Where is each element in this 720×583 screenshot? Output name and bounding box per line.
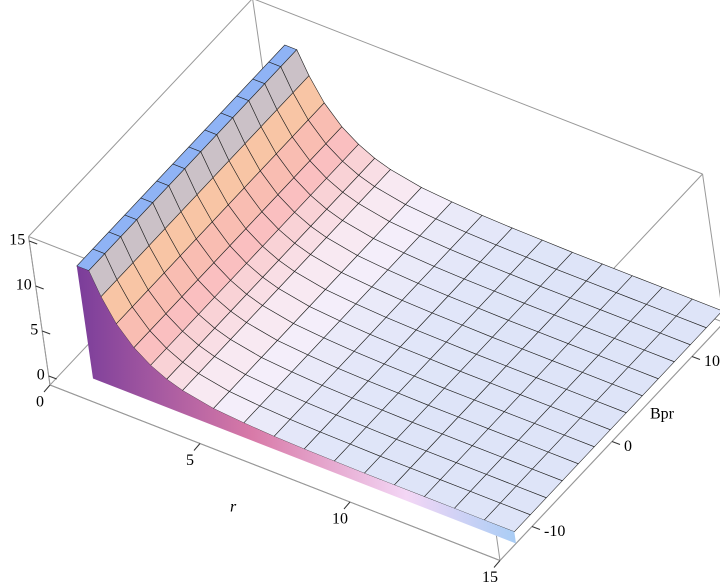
x-tick bbox=[43, 384, 51, 393]
surface-patch bbox=[483, 502, 531, 533]
x-tick-label: 15 bbox=[482, 569, 498, 583]
box-edge bbox=[28, 0, 252, 237]
surface-side bbox=[76, 266, 516, 544]
z-tick bbox=[48, 375, 57, 380]
z-tick-label: 0 bbox=[37, 367, 45, 384]
z-tick bbox=[42, 330, 51, 335]
z-tick-label: 5 bbox=[30, 322, 38, 339]
box-edge bbox=[702, 173, 720, 299]
y-tick-label: 10 bbox=[704, 353, 720, 370]
x-tick bbox=[343, 501, 351, 510]
y-tick-label: 0 bbox=[624, 438, 632, 455]
y-axis-label: Bpr bbox=[650, 406, 675, 423]
z-tick-label: 10 bbox=[16, 277, 32, 294]
x-axis-label: r bbox=[230, 499, 237, 516]
y-tick bbox=[691, 356, 701, 360]
x-tick-label: 10 bbox=[332, 511, 348, 528]
box-edge bbox=[28, 236, 51, 386]
y-tick bbox=[531, 526, 541, 530]
box-edge bbox=[255, 0, 703, 175]
z-tick bbox=[29, 240, 38, 245]
z-tick-label: 15 bbox=[9, 232, 25, 249]
x-tick bbox=[493, 560, 501, 568]
x-tick-label: 0 bbox=[36, 394, 44, 411]
z-tick bbox=[35, 285, 44, 290]
y-tick-label: -10 bbox=[544, 523, 565, 540]
x-tick-label: 5 bbox=[186, 452, 194, 469]
x-tick bbox=[193, 443, 201, 451]
y-tick bbox=[611, 441, 621, 445]
box-edge bbox=[49, 384, 501, 561]
